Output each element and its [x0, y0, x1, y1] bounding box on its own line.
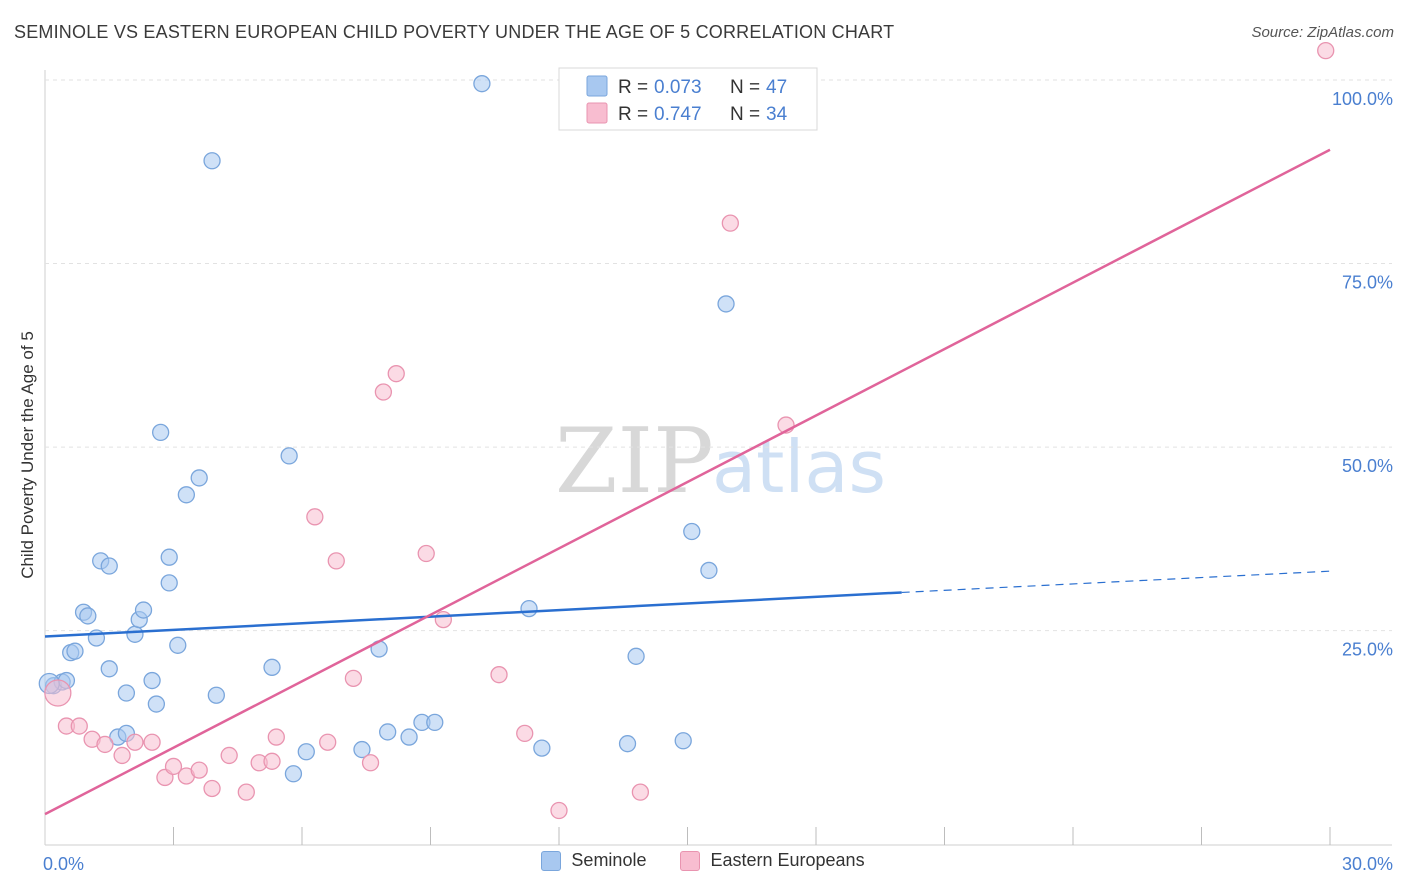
eastern-european-point	[44, 679, 72, 707]
eastern-european-point	[263, 752, 281, 770]
seminole-point	[618, 735, 637, 753]
seminole-point	[284, 765, 303, 783]
seminole-trend-line	[44, 591, 902, 638]
eastern-european-point	[327, 552, 345, 570]
seminole-point	[520, 599, 538, 618]
legend-swatch-eastern-europeans	[680, 850, 701, 871]
eastern-european-point	[267, 728, 285, 746]
seminole-trend-extension	[901, 570, 1331, 594]
seminole-point	[683, 522, 701, 541]
eastern-european-point	[344, 669, 363, 687]
watermark-atlas: atlas	[712, 425, 886, 509]
legend-swatch-seminole-top	[586, 75, 608, 97]
eastern-european-point	[1317, 41, 1335, 60]
seminole-point	[117, 684, 136, 702]
bottom-legend: Seminole Eastern Europeans	[0, 850, 1406, 871]
seminole-point	[717, 295, 735, 313]
legend-n-label: N =	[730, 77, 760, 98]
legend-n-value: 34	[766, 104, 788, 125]
legend-n-value: 47	[766, 77, 787, 98]
eastern-european-point	[306, 508, 324, 526]
seminole-point	[143, 671, 161, 690]
x-tick-label-min: 0.0%	[43, 854, 84, 874]
eastern-european-point	[164, 757, 183, 776]
eastern-european-point	[96, 735, 114, 754]
seminole-point	[353, 740, 371, 759]
legend-swatch-eastern-top	[586, 102, 608, 124]
legend-item-eastern-europeans[interactable]: Eastern Europeans	[680, 850, 865, 871]
seminole-point	[700, 561, 718, 580]
eastern-european-point	[113, 746, 131, 765]
legend-label-seminole: Seminole	[571, 850, 647, 870]
legend-r-value: 0.073	[654, 77, 702, 98]
source-label: Source: ZipAtlas.com	[1251, 24, 1394, 41]
seminole-point	[100, 660, 118, 678]
watermark-zip: ZIP	[555, 409, 714, 514]
seminole-point	[627, 647, 645, 665]
eastern-european-point	[237, 783, 255, 801]
eastern-trend-line	[44, 148, 1331, 816]
y-tick-label: 75.0%	[1342, 273, 1393, 293]
chart-title: SEMINOLE VS EASTERN EUROPEAN CHILD POVER…	[14, 22, 895, 42]
legend-item-seminole[interactable]: Seminole	[541, 850, 646, 871]
eastern-european-point	[434, 610, 453, 629]
seminole-point	[400, 728, 418, 746]
x-tick-label-max: 30.0%	[1342, 854, 1393, 874]
seminole-point	[426, 713, 444, 732]
eastern-european-point	[550, 801, 568, 820]
y-tick-label: 25.0%	[1342, 640, 1393, 660]
eastern-european-point	[417, 544, 435, 563]
seminole-point	[297, 743, 315, 761]
eastern-european-point	[70, 717, 88, 735]
legend-r-value: 0.747	[654, 104, 702, 125]
seminole-point	[160, 574, 178, 592]
seminole-point	[100, 557, 118, 575]
seminole-point	[134, 601, 153, 619]
eastern-european-point	[319, 733, 337, 751]
eastern-european-point	[190, 761, 208, 779]
seminole-point	[263, 658, 281, 676]
legend-label-eastern-europeans: Eastern Europeans	[710, 850, 865, 870]
legend-r-label: R =	[618, 104, 648, 125]
eastern-european-point	[387, 365, 405, 383]
seminole-point	[177, 486, 196, 504]
seminole-point	[66, 642, 84, 660]
seminole-point	[207, 686, 225, 704]
legend-n-label: N =	[730, 104, 760, 125]
eastern-european-point	[490, 666, 508, 684]
legend-r-label: R =	[618, 77, 648, 98]
seminole-point	[203, 152, 221, 170]
seminole-point	[190, 469, 208, 487]
seminole-point	[533, 739, 551, 757]
eastern-european-point	[126, 733, 144, 751]
seminole-point	[379, 723, 397, 741]
seminole-point	[160, 548, 178, 566]
y-tick-label: 100.0%	[1332, 89, 1393, 109]
seminole-point	[126, 625, 144, 643]
eastern-european-point	[361, 754, 380, 772]
eastern-european-point	[631, 783, 650, 801]
legend-swatch-seminole	[541, 850, 562, 871]
y-tick-label: 50.0%	[1342, 456, 1393, 476]
seminole-point	[674, 732, 692, 750]
eastern-european-point	[143, 733, 161, 751]
eastern-european-point	[721, 214, 739, 232]
seminole-point	[147, 695, 166, 713]
seminole-point	[79, 607, 97, 625]
eastern-european-point	[203, 779, 221, 798]
eastern-european-point	[220, 746, 238, 765]
eastern-european-point	[374, 383, 393, 401]
seminole-point	[473, 75, 491, 93]
seminole-point	[169, 636, 187, 654]
seminole-point	[280, 447, 298, 465]
seminole-point	[151, 423, 170, 442]
eastern-european-point	[516, 724, 534, 743]
